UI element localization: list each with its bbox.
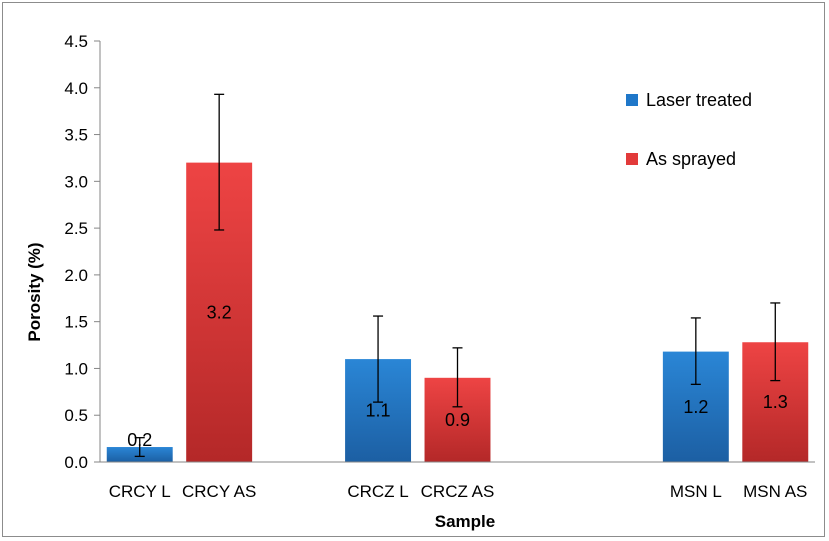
legend: Laser treated As sprayed [626,90,752,169]
legend-swatch [626,153,638,165]
x-axis-title: Sample [435,512,495,531]
x-tick-label: MSN L [670,482,722,501]
y-tick-label: 3.0 [64,172,88,191]
data-label: 1.2 [683,397,708,417]
x-tick-label: CRCY AS [182,482,256,501]
legend-swatch [626,94,638,106]
legend-label: Laser treated [646,90,752,110]
y-tick-label: 2.0 [64,266,88,285]
x-tick-label: CRCY L [109,482,171,501]
data-label: 1.1 [366,401,391,421]
data-label: 0.2 [127,430,152,450]
x-axis: CRCY L CRCY AS CRCZ L CRCZ AS MSN L MSN AS [100,461,815,501]
legend-label: As sprayed [646,149,736,169]
data-label: 1.3 [763,392,788,412]
x-tick-label: CRCZ L [347,482,408,501]
y-tick-label: 0.0 [64,453,88,472]
y-tick-label: 3.5 [64,126,88,145]
y-tick-label: 2.5 [64,219,88,238]
x-tick-label: MSN AS [743,482,807,501]
bars: 0.2 3.2 1.1 0.9 1.2 1.3 [106,93,809,462]
data-label: 0.9 [445,410,470,430]
x-tick-label: CRCZ AS [421,482,495,501]
y-axis: 0.0 0.5 1.0 1.5 2.0 2.5 3.0 3.5 4.0 4.5 [64,32,101,472]
data-label: 3.2 [207,302,232,322]
y-tick-label: 1.5 [64,313,88,332]
y-tick-label: 1.0 [64,359,88,378]
y-tick-label: 4.0 [64,79,88,98]
y-axis-title: Porosity (%) [25,242,44,341]
y-tick-label: 0.5 [64,406,88,425]
y-tick-label: 4.5 [64,32,88,51]
